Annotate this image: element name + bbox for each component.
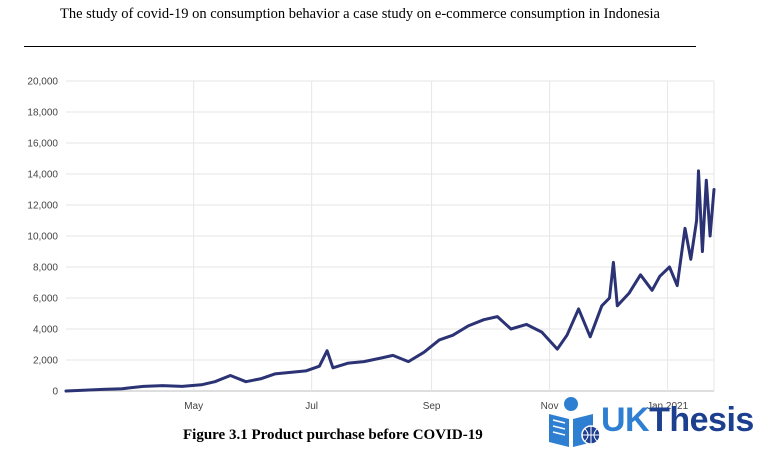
x-tick-label: Sep: [423, 401, 441, 412]
y-tick-label: 0: [52, 387, 58, 398]
chart-series: [64, 169, 716, 393]
logo-uk-text: UK: [601, 401, 650, 439]
ukthesis-wordmark: UKThesis: [601, 401, 754, 439]
figure-caption: Figure 3.1 Product purchase before COVID…: [183, 427, 483, 443]
x-axis: May Jul Sep Nov Jan 2021: [184, 401, 688, 412]
y-tick-label: 18,000: [27, 108, 58, 119]
x-tick-label: Nov: [541, 401, 559, 412]
y-tick-label: 8,000: [33, 263, 58, 274]
logo-thesis-text: Thesis: [649, 401, 754, 439]
x-tick-label: May: [184, 401, 203, 412]
ukthesis-logo: UKThesis: [547, 396, 754, 448]
chart-grid: [66, 80, 715, 392]
series-line: [64, 169, 716, 393]
y-tick-label: 6,000: [33, 294, 58, 305]
reader-book-globe-icon: [549, 397, 601, 447]
y-axis: 0 2,000 4,000 6,000 8,000 10,000 12,000 14,000 1…: [27, 77, 58, 398]
y-tick-label: 14,000: [27, 170, 58, 181]
y-tick-label: 4,000: [33, 325, 58, 336]
y-tick-label: 20,000: [27, 77, 58, 88]
header-rule: [24, 46, 696, 47]
x-tick-label: Jul: [305, 401, 318, 412]
y-tick-label: 2,000: [33, 356, 58, 367]
running-header: The study of covid-19 on consumption beh…: [60, 6, 660, 22]
y-tick-label: 12,000: [27, 201, 58, 212]
y-tick-label: 10,000: [27, 232, 58, 243]
x-tick-label: Jan 2021: [647, 401, 689, 412]
y-tick-label: 16,000: [27, 139, 58, 150]
